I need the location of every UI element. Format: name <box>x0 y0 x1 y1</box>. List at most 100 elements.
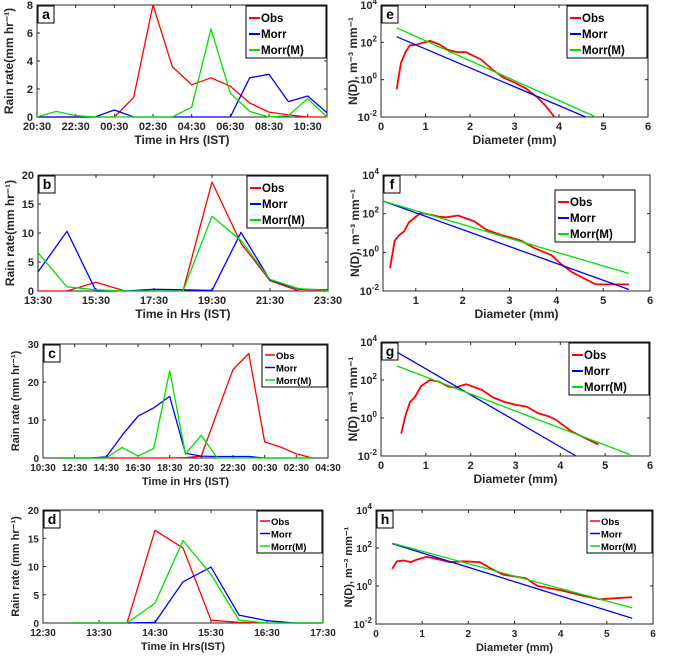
y-tick-label: 20 <box>28 506 40 517</box>
series-line-morr <box>392 542 633 619</box>
panel-letter: e <box>386 6 394 22</box>
panel-letter-frame <box>383 175 401 194</box>
series-line-morrm <box>58 369 313 459</box>
x-tick-label: 15:30 <box>82 295 110 307</box>
x-tick-label: 20:30 <box>23 121 51 133</box>
y-tick-exponent: 2 <box>375 206 380 215</box>
series-line-morrm <box>37 215 329 292</box>
y-axis-label: N(D), m⁻³ mm⁻¹ <box>346 17 360 105</box>
x-axis-label: Time in Hrs (IST) <box>135 307 230 321</box>
legend-label: Morr <box>276 364 297 375</box>
x-tick-label: 4 <box>558 629 564 640</box>
x-tick-label: 4 <box>556 121 563 133</box>
x-tick-label: 06:30 <box>216 121 244 133</box>
x-tick-label: 17:30 <box>140 295 168 307</box>
panel-a: 20:30 22:30 00:30 02:30 04:30 06:30 08:30 10:30… <box>2 0 328 147</box>
x-tick-label: 0 <box>378 121 384 133</box>
x-tick-label: 15:30 <box>198 628 224 639</box>
x-tick-label: 4 <box>553 295 560 307</box>
y-tick-label: 5 <box>28 257 34 269</box>
y-tick-label: 104 <box>362 167 379 182</box>
legend-label: Morr(M) <box>261 45 304 57</box>
y-tick-label: 10-2 <box>358 448 378 463</box>
series-line-obs <box>395 40 556 118</box>
series-line-morrm <box>71 539 323 624</box>
y-tick-label: 102 <box>356 540 372 555</box>
panel-c: 10:30 12:30 14:30 16:30 18:30 20:30 22:30 00:30… <box>10 340 341 488</box>
y-tick-label: 102 <box>360 34 377 49</box>
y-tick-label: 100 <box>360 410 377 425</box>
x-tick-label: 23:30 <box>314 295 342 307</box>
panel-letter-box: g <box>381 342 399 361</box>
series-line-morr <box>396 351 577 457</box>
panel-letter: f <box>390 176 395 192</box>
series-line-morrm <box>396 365 631 456</box>
legend-label: Obs <box>584 350 606 362</box>
panel-g: 0 1 2 3 4 5 6 10-2 100 102 104 Diameter (mm) N(D) m⁻… <box>346 334 653 486</box>
series-line-obs <box>391 555 633 601</box>
panel-letter-frame <box>43 344 61 363</box>
y-tick-exponent: -2 <box>370 109 378 118</box>
x-tick-label: 00:30 <box>100 121 128 133</box>
legend-label: Obs <box>582 13 604 25</box>
y-tick-label: 10-2 <box>354 616 373 631</box>
y-tick-label: 10 <box>22 228 34 240</box>
y-tick-exponent: 4 <box>373 334 378 343</box>
y-tick-label: 0 <box>28 286 34 298</box>
y-tick-exponent: 4 <box>368 502 373 511</box>
legend-label: Morr <box>570 213 596 225</box>
x-tick-label: 12:30 <box>62 463 88 474</box>
y-axis-label: Rain rate(mm hr⁻¹) <box>2 8 16 114</box>
y-axis-label: N(D), m⁻³ mm⁻¹ <box>343 526 355 607</box>
y-tick-label: 4 <box>27 56 34 68</box>
legend-box <box>256 510 323 554</box>
y-tick-label: 0 <box>33 619 39 630</box>
legend-label: Obs <box>271 517 289 528</box>
legend-label: Obs <box>262 183 284 195</box>
y-tick-label: 10-2 <box>358 109 378 124</box>
y-axis-label: Rain rate(mm hr⁻¹) <box>3 180 17 286</box>
legend-label: Morr <box>582 29 608 41</box>
x-tick-label: 14:30 <box>94 463 120 474</box>
series-line-morr <box>382 200 630 291</box>
x-tick-label: 5 <box>600 295 606 307</box>
y-tick-label: 2 <box>27 84 33 96</box>
y-tick-exponent: 2 <box>368 540 373 549</box>
x-tick-label: 1 <box>413 295 419 307</box>
y-tick-exponent: -2 <box>365 616 373 625</box>
legend-label: Morr(M) <box>570 229 613 241</box>
x-tick-label: 4 <box>557 460 564 472</box>
x-tick-label: 16:30 <box>254 628 280 639</box>
x-tick-label: 6 <box>650 629 656 640</box>
x-tick-label: 04:30 <box>315 463 341 474</box>
x-tick-label: 2 <box>466 629 472 640</box>
y-tick-label: 0 <box>27 112 33 124</box>
panel-letter-frame <box>381 5 399 24</box>
legend-label: Morr(M) <box>601 542 636 553</box>
y-tick-label: 6 <box>27 28 33 40</box>
x-tick-label: 04:30 <box>178 121 206 133</box>
panel-letter-box: a <box>37 5 55 24</box>
x-tick-label: 5 <box>602 460 608 472</box>
x-tick-label: 1 <box>423 460 429 472</box>
x-tick-label: 19:30 <box>198 295 226 307</box>
x-tick-label: 14:30 <box>142 628 168 639</box>
legend-label: Morr <box>271 530 292 541</box>
x-tick-label: 6 <box>647 460 653 472</box>
y-tick-label: 102 <box>362 206 379 221</box>
x-tick-label: 21:30 <box>256 295 284 307</box>
y-axis-label: N(D) m⁻³ mm⁻¹ <box>346 357 360 442</box>
y-axis-label: Rain rate (mm hr⁻¹) <box>10 516 22 617</box>
panel-letter-frame <box>37 5 55 24</box>
legend-label: Morr <box>262 199 288 211</box>
y-tick-exponent: 4 <box>373 0 378 6</box>
legend-label: Obs <box>601 517 619 528</box>
y-tick-label: 104 <box>360 0 377 12</box>
x-tick-label: 20:30 <box>189 463 215 474</box>
x-tick-label: 6 <box>647 295 653 307</box>
legend-label: Obs <box>261 13 283 25</box>
